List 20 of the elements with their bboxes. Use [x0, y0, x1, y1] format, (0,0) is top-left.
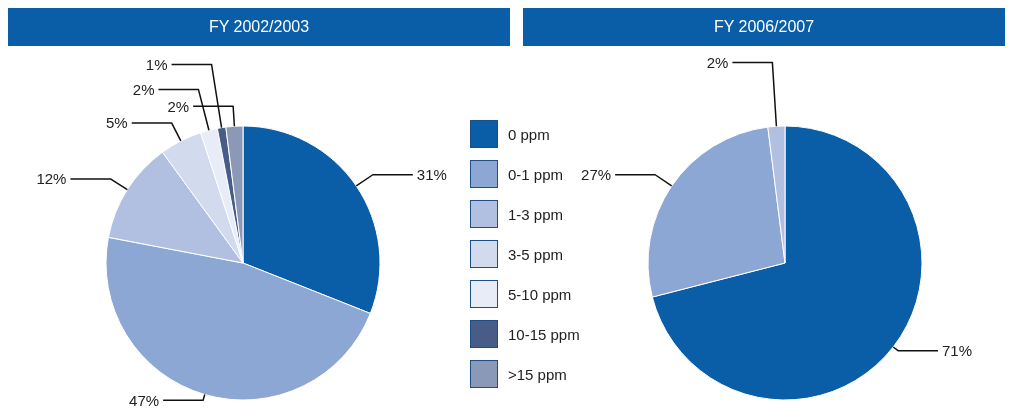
data-label: 31%	[416, 166, 447, 183]
legend-label: 5-10 ppm	[508, 285, 572, 303]
data-label: 12%	[36, 170, 67, 188]
pie-slice	[651, 125, 923, 401]
data-label: 2%	[706, 53, 729, 71]
data-label: 27%	[581, 166, 612, 183]
legend-label: 10-15 ppm	[508, 325, 580, 343]
legend-label: 1-3 ppm	[508, 205, 564, 223]
data-label: 47%	[129, 391, 160, 409]
legend-label: 0-1 ppm	[508, 165, 564, 183]
legend-label: >15 ppm	[508, 365, 567, 383]
chart-title: FY 2002/2003	[8, 8, 510, 46]
legend-label: 3-5 ppm	[508, 245, 564, 263]
legend-label: 0 ppm	[508, 125, 550, 143]
data-label: 71%	[941, 341, 973, 359]
chart-title: FY 2006/2007	[523, 8, 1005, 46]
data-label: 2%	[132, 80, 155, 98]
data-label: 2%	[167, 97, 190, 115]
data-label: 1%	[145, 55, 168, 73]
data-label: 5%	[106, 114, 128, 132]
